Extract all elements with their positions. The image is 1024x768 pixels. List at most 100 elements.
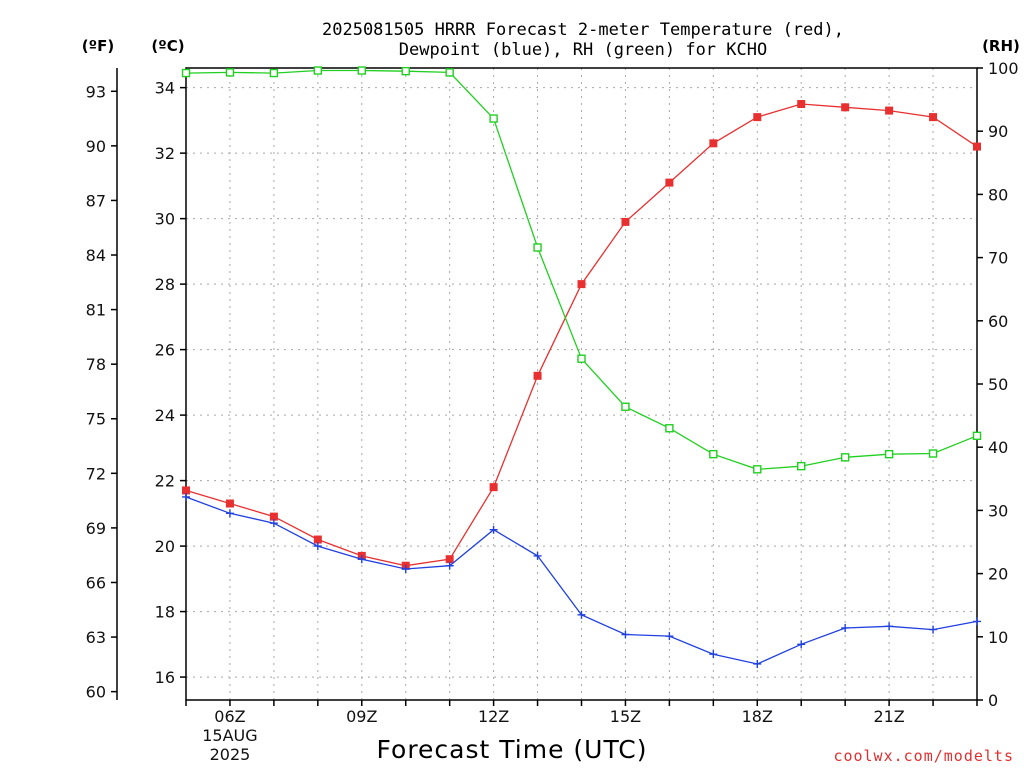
celsius-tick-label: 22	[155, 472, 175, 491]
temperature-point	[577, 280, 586, 289]
temperature-point	[929, 113, 938, 122]
rh-point	[753, 465, 762, 474]
temperature-point	[621, 217, 630, 226]
dewpoint-point	[577, 610, 586, 619]
rh-point	[884, 449, 894, 459]
rh-point	[972, 431, 982, 441]
grid	[185, 68, 978, 700]
series	[181, 66, 982, 668]
temperature-point	[709, 139, 718, 148]
rh-point	[401, 66, 410, 76]
temperature-point	[753, 113, 762, 122]
rh-tick-label: 70	[988, 249, 1008, 268]
dewpoint-point	[445, 561, 454, 570]
dewpoint-point	[841, 623, 850, 632]
fahrenheit-tick-label: 75	[86, 410, 106, 429]
rh-point	[797, 461, 806, 471]
temperature-point	[797, 100, 806, 109]
fahrenheit-tick-label: 60	[86, 683, 106, 702]
dewpoint-point	[489, 525, 498, 534]
chart-title: 2025081505 HRRR Forecast 2-meter Tempera…	[322, 20, 844, 60]
rh-point	[577, 354, 586, 363]
temperature-point	[225, 499, 234, 508]
dewpoint-point	[313, 542, 322, 551]
rh-unit-label: (RH)	[982, 37, 1020, 55]
temperature-point	[885, 106, 894, 115]
dewpoint-point	[401, 565, 410, 574]
dewpoint-point	[269, 519, 278, 528]
celsius-unit-label: (ºC)	[151, 37, 184, 55]
fahrenheit-tick-label: 66	[86, 573, 106, 592]
fahrenheit-unit-label: (ºF)	[82, 37, 114, 55]
x-tick-label: 21Z	[873, 707, 904, 726]
fahrenheit-tick-label: 78	[86, 355, 106, 374]
x-tick-year: 2025	[210, 745, 251, 764]
rh-tick-label: 0	[988, 691, 998, 710]
rh-tick-label: 40	[988, 438, 1008, 457]
rh-point	[709, 449, 718, 459]
x-tick-label: 09Z	[346, 707, 377, 726]
celsius-tick-label: 20	[155, 537, 175, 556]
rh-tick-label: 10	[988, 628, 1008, 647]
rh-point	[313, 66, 323, 75]
celsius-tick-label: 16	[155, 668, 175, 687]
chart-title-line-2: Dewpoint (blue), RH (green) for KCHO	[399, 40, 767, 60]
rh-point	[928, 449, 938, 458]
axes	[111, 67, 983, 706]
dewpoint-point	[357, 555, 366, 564]
fahrenheit-tick-label: 90	[86, 137, 106, 156]
celsius-tick-label: 30	[155, 210, 175, 229]
temperature-point	[445, 555, 454, 564]
temperature-point	[269, 512, 278, 521]
fahrenheit-tick-label: 87	[86, 191, 106, 210]
dewpoint-point	[973, 617, 981, 626]
temperature-point	[665, 178, 674, 187]
dewpoint-point	[797, 640, 806, 649]
rh-tick-label: 50	[988, 375, 1008, 394]
chart-title-line-1: 2025081505 HRRR Forecast 2-meter Tempera…	[322, 20, 844, 40]
rh-point	[269, 68, 279, 78]
rh-point	[225, 68, 235, 77]
rh-tick-label: 80	[988, 185, 1008, 204]
celsius-tick-label: 32	[155, 144, 175, 163]
x-tick-label: 06Z	[214, 707, 245, 726]
rh-tick-label: 60	[988, 312, 1008, 331]
rh-tick-label: 100	[988, 59, 1019, 78]
credit-text: coolwx.com/modelts	[833, 747, 1014, 765]
dewpoint-point	[665, 632, 674, 641]
x-tick-label: 15Z	[610, 707, 641, 726]
fahrenheit-tick-label: 84	[86, 246, 106, 265]
rh-tick-label: 20	[988, 565, 1008, 584]
temperature-point	[313, 535, 322, 544]
fahrenheit-tick-label: 72	[86, 464, 106, 483]
x-tick-date: 15AUG	[202, 726, 257, 745]
tick-labels: 16 18 20 22 24 26 28 30 32 34 60 63 66 69 72 75 78 81 84 87…	[86, 59, 1019, 764]
temperature-point	[841, 103, 850, 112]
dewpoint-point	[225, 509, 234, 518]
celsius-tick-label: 26	[155, 341, 175, 360]
x-tick-label: 18Z	[742, 707, 773, 726]
temperature-point	[973, 142, 981, 151]
celsius-tick-label: 28	[155, 275, 175, 294]
rh-point	[181, 68, 191, 78]
rh-tick-label: 90	[988, 122, 1008, 141]
dewpoint-point	[182, 492, 190, 501]
rh-series	[181, 66, 982, 474]
rh-point	[621, 402, 630, 411]
rh-line	[185, 69, 978, 470]
rh-tick-label: 30	[988, 501, 1008, 520]
dewpoint-point	[885, 622, 894, 631]
fahrenheit-tick-label: 69	[86, 519, 106, 538]
dewpoint-series	[182, 492, 981, 668]
temperature-point	[182, 486, 190, 495]
temperature-point	[489, 483, 498, 492]
fahrenheit-tick-label: 63	[86, 628, 106, 647]
dewpoint-point	[533, 551, 542, 560]
celsius-tick-label: 18	[155, 603, 175, 622]
dewpoint-point	[709, 650, 718, 659]
rh-point	[489, 114, 498, 123]
dewpoint-point	[621, 630, 630, 639]
rh-point	[840, 453, 850, 462]
celsius-tick-label: 24	[155, 406, 175, 425]
